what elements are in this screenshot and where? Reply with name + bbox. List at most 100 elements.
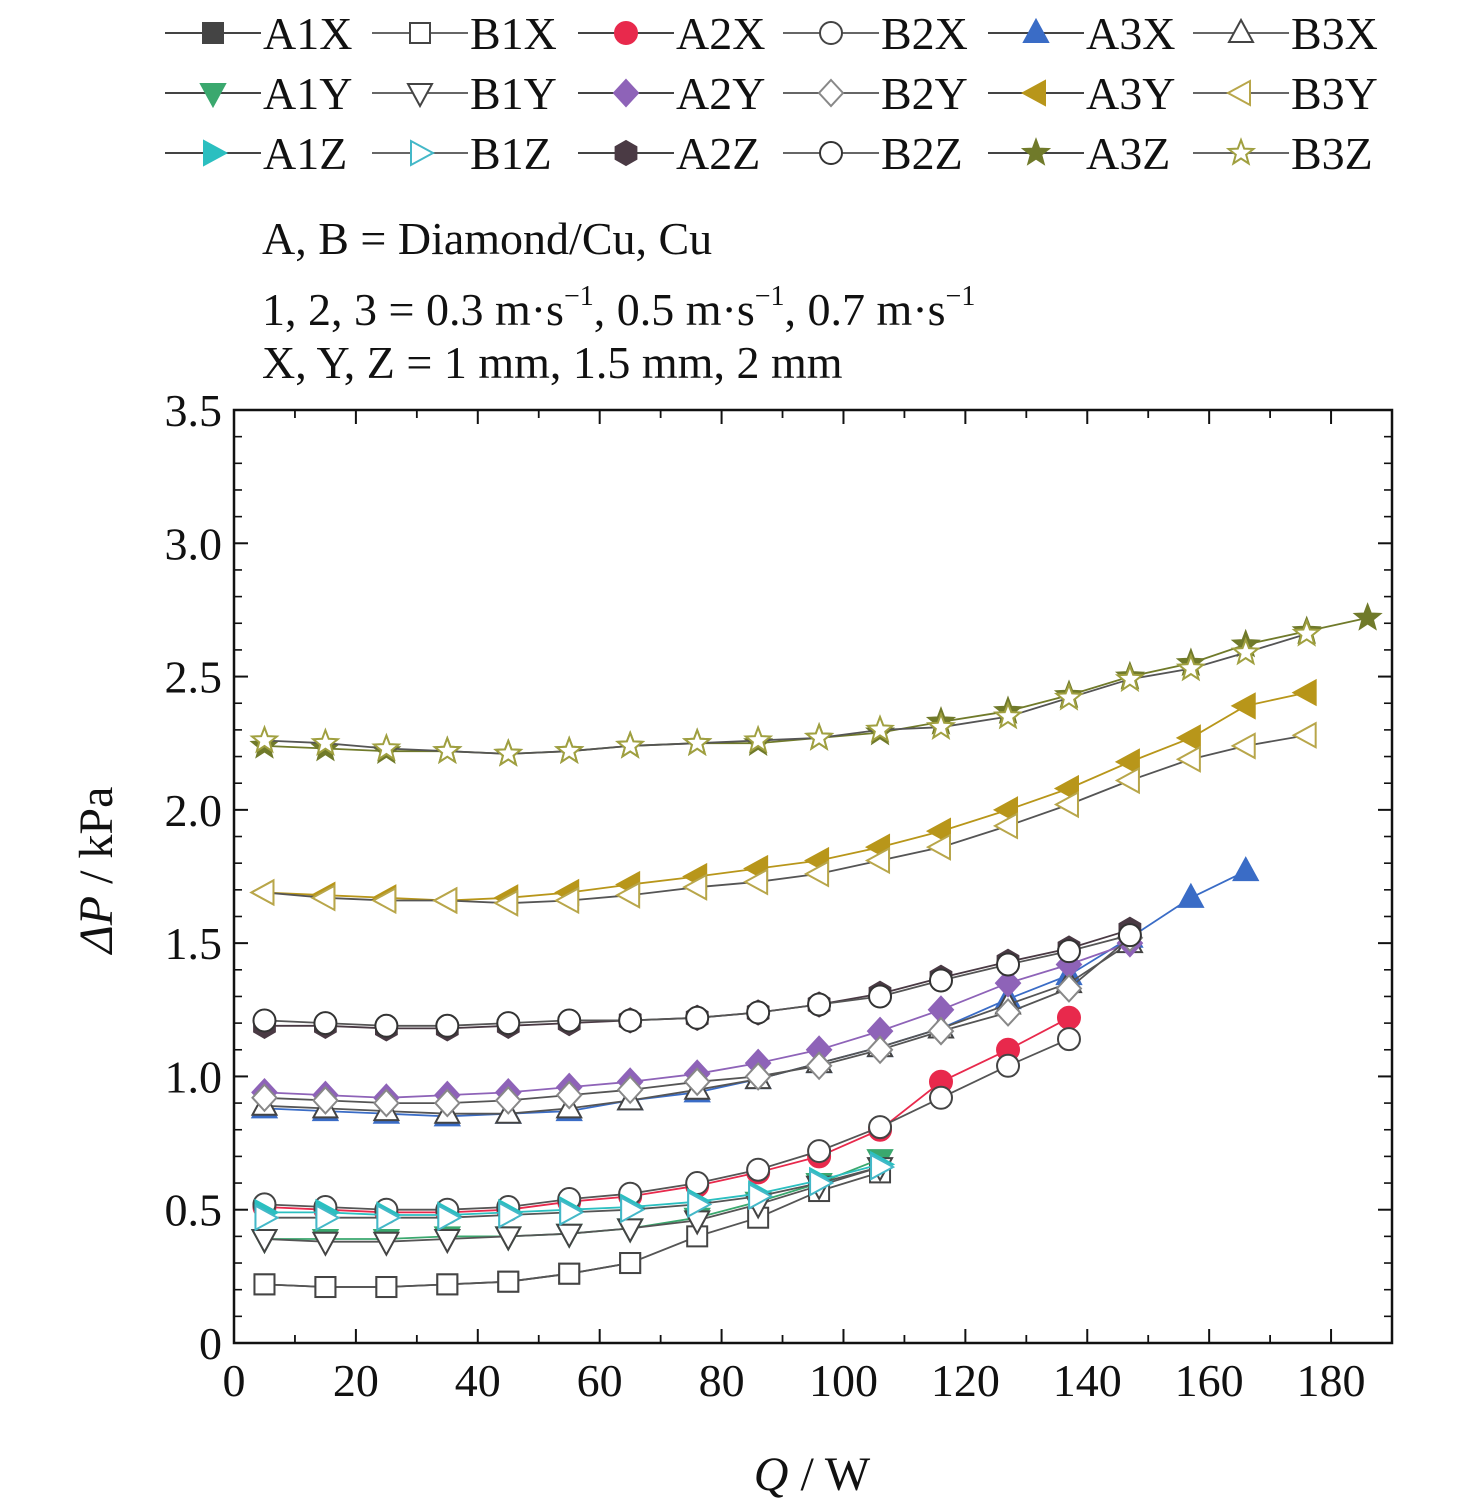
data-point-B2X <box>996 1053 1021 1078</box>
data-point-B1Y <box>555 1223 583 1249</box>
data-point-B1X <box>314 1276 337 1299</box>
data-point-B3Y <box>1175 745 1201 773</box>
data-point-B3Y <box>554 886 580 915</box>
data-point-B3Y <box>804 860 830 888</box>
series-line-B3Z <box>264 633 1307 755</box>
legend-marker-B1Y <box>406 83 434 109</box>
legend-label: B2X <box>881 8 968 59</box>
legend-item-A2Z: A2Z <box>578 128 760 179</box>
y-tick-label: 2.5 <box>165 652 223 703</box>
data-point-B1Z <box>620 1196 646 1224</box>
data-point-B2Y <box>994 997 1022 1027</box>
data-point-B2Y <box>251 1083 278 1113</box>
data-point-B3Z <box>1291 618 1322 647</box>
data-point-B3Y <box>1053 790 1079 819</box>
x-tick-label: 40 <box>455 1355 501 1406</box>
data-point-B3Z <box>554 735 585 764</box>
legend-item-A3Y: A3Y <box>988 68 1175 119</box>
data-point-B2Y <box>555 1080 583 1110</box>
data-point-B1X <box>436 1273 459 1296</box>
data-point-B2Z <box>435 1013 460 1038</box>
data-point-B2Z <box>496 1011 521 1036</box>
data-point-B3Z <box>1114 663 1145 693</box>
data-point-A3Z <box>1352 602 1383 631</box>
annotation-materials: A, B = Diamond/Cu, Cu <box>262 213 712 264</box>
data-point-B3Z <box>993 700 1024 730</box>
data-point-B1Z <box>437 1204 463 1232</box>
series-line-A3Y <box>264 691 1307 902</box>
data-point-A3X <box>1232 856 1260 882</box>
legend-marker-B2Z <box>819 141 843 165</box>
data-point-B3Y <box>1291 721 1317 749</box>
legend-label: B3Z <box>1291 128 1373 179</box>
data-point-B3Z <box>371 732 402 762</box>
legend-label: B3X <box>1291 8 1378 59</box>
data-point-B2Y <box>927 1016 955 1046</box>
data-point-B3Z <box>865 714 896 743</box>
legend-item-A2X: A2X <box>578 8 765 59</box>
data-point-B2Z <box>313 1011 338 1036</box>
legend-marker-A1Y <box>199 83 227 109</box>
data-point-B3Z <box>1175 652 1206 682</box>
x-tick-label: 80 <box>699 1355 745 1406</box>
legend-label: A2X <box>676 8 765 59</box>
legend-marker-A1Z <box>203 139 229 167</box>
data-point-B3Y <box>682 873 708 901</box>
data-point-B1X <box>619 1252 642 1275</box>
legend-label: B1Y <box>470 68 557 119</box>
series-B2X <box>252 1027 1081 1222</box>
data-point-B2Z <box>996 952 1021 977</box>
y-tick-label: 3.5 <box>165 385 223 436</box>
series-B3Y <box>249 721 1317 917</box>
annotation-velocity-2: , 0.5 m·s <box>594 284 755 335</box>
x-tick-label: 100 <box>809 1355 878 1406</box>
data-point-B2Z <box>746 1000 771 1025</box>
series-line-B3Y <box>264 734 1307 905</box>
legend-item-A2Y: A2Y <box>578 68 765 119</box>
legend-item-B1Y: B1Y <box>372 68 557 119</box>
data-point-B2Z <box>1056 939 1081 964</box>
data-point-B3Y <box>992 812 1019 840</box>
legend-item-B3Y: B3Y <box>1193 68 1378 119</box>
plot-area <box>249 602 1383 1299</box>
legend-label: A1X <box>263 8 352 59</box>
data-point-B2Y <box>1055 973 1083 1003</box>
plot-frame <box>232 408 1394 1345</box>
legend-label: B1X <box>470 8 557 59</box>
data-point-B2X <box>1056 1027 1081 1052</box>
series-B2Y <box>251 923 1144 1118</box>
data-point-B3Z <box>682 727 713 756</box>
y-tick-label: 0.5 <box>165 1185 223 1236</box>
legend-marker-B3Z <box>1225 137 1257 166</box>
x-tick-label: 120 <box>931 1355 1000 1406</box>
data-point-B2Z <box>1117 923 1142 948</box>
legend-item-B2X: B2X <box>783 8 968 59</box>
data-point-B3Z <box>615 730 646 759</box>
annotation-velocity-1: 1, 2, 3 = 0.3 m·s <box>262 284 564 335</box>
legend-marker-B2X <box>819 21 843 45</box>
data-point-B1Z <box>315 1204 341 1232</box>
annotation-superscript-2: −1 <box>755 281 785 312</box>
data-point-B2Z <box>252 1008 277 1033</box>
legend-item-A1X: A1X <box>165 8 352 59</box>
annotation-velocity-3: , 0.7 m·s <box>785 284 946 335</box>
y-tick-label: 3.0 <box>165 518 223 569</box>
data-point-B2X <box>868 1115 893 1140</box>
legend-marker-B1X <box>409 22 431 44</box>
data-point-B3Z <box>310 727 341 756</box>
data-point-B2Z <box>374 1013 399 1038</box>
series-B3Z <box>249 618 1322 767</box>
data-point-B3Z <box>925 711 957 740</box>
data-point-A2X <box>1056 1005 1081 1030</box>
data-point-A3Y <box>1291 678 1317 707</box>
legend-item-B3Z: B3Z <box>1193 128 1373 179</box>
data-point-B3Y <box>371 886 397 915</box>
data-point-B1Z <box>870 1153 896 1181</box>
legend-label: A2Y <box>676 68 765 119</box>
y-axis-unit: / kPa <box>70 787 123 896</box>
y-tick-label: 1.0 <box>165 1051 223 1102</box>
data-point-B2Y <box>373 1088 400 1118</box>
data-point-B2Y <box>744 1061 772 1091</box>
data-point-B1Z <box>748 1182 774 1211</box>
